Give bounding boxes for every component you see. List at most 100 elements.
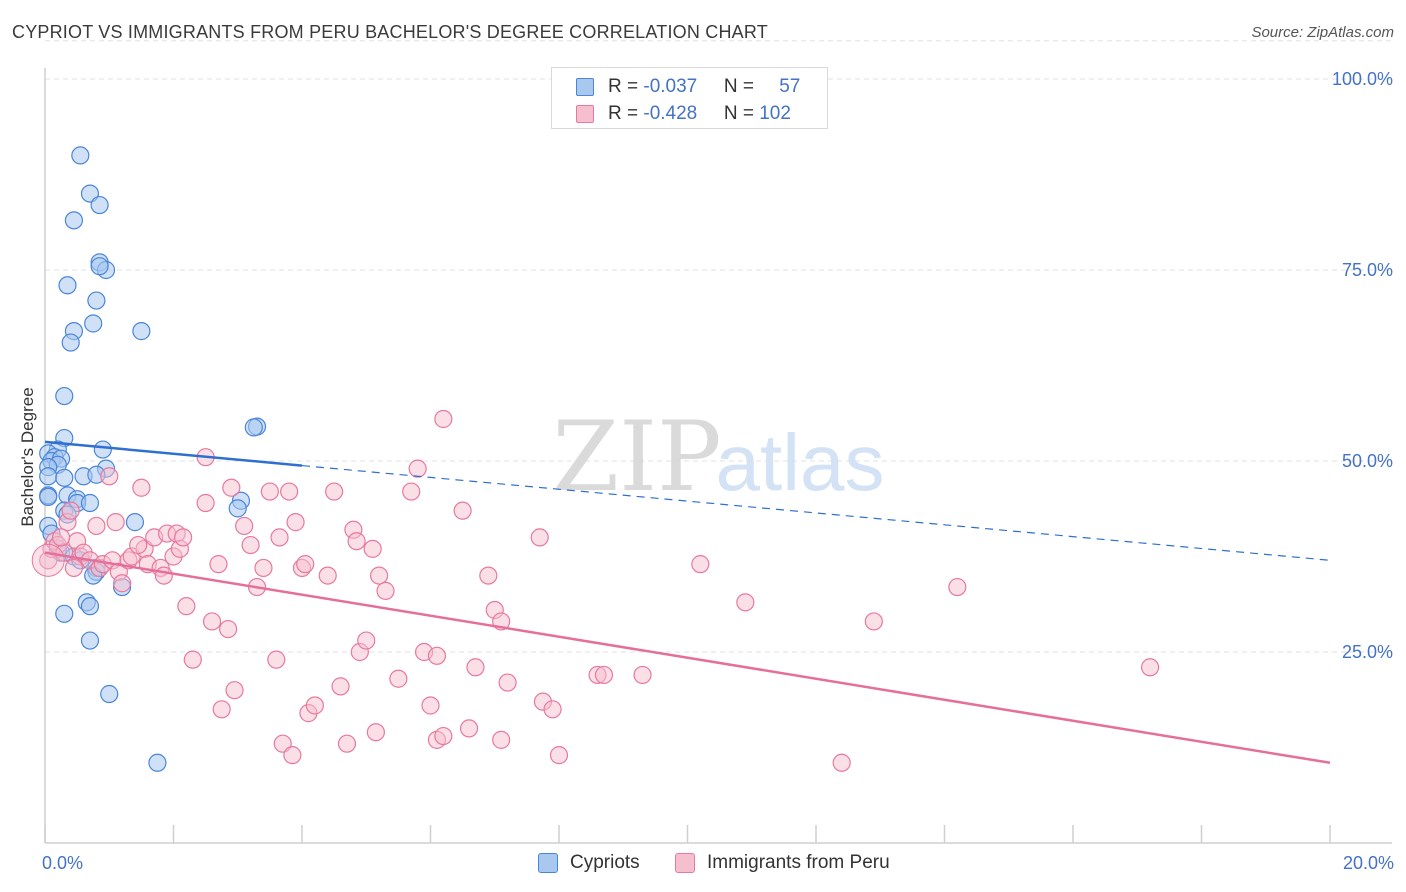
peru-point [363,539,382,558]
cypriots-point [39,487,58,507]
y-tick-label: 25.0% [1342,642,1393,662]
legend-n-value: 57 [779,76,801,97]
watermark-zip: ZIP [552,401,721,513]
chart-title: CYPRIOT VS IMMIGRANTS FROM PERU BACHELOR… [12,22,768,42]
watermark: ZIP atlas [552,401,884,513]
watermark-atlas: atlas [716,418,885,507]
cypriots-point [84,314,103,333]
cypriots-point [80,493,100,513]
peru-point [235,516,254,536]
cypriots-point [148,753,167,772]
peru-point [196,493,215,513]
peru-point [492,730,511,749]
peru-point [543,700,562,719]
peru-point [453,501,472,520]
peru-point [549,746,569,765]
legend-swatch-cypriots [576,78,594,96]
peru-point [402,482,421,501]
legend-r-label: R = [608,103,644,124]
peru-point [254,558,273,578]
peru-point [283,746,302,765]
legend-r-value: -0.037 [643,76,698,97]
cypriots-point [55,604,74,623]
cypriots-point [55,386,74,406]
cypriots-trend-dashed [301,464,1331,561]
cypriots-point [244,418,263,437]
peru-point [459,719,479,738]
cypriots-point [228,499,247,518]
cypriots-point [87,291,106,310]
peru-point [948,577,967,597]
cypriots-point [90,257,109,276]
bottom-legend-swatch-cypriots [538,853,558,873]
peru-point [530,528,549,547]
grid-layer [45,40,1392,653]
correlation-legend: R = -0.037 N = 57 R = -0.428 N = 102 [551,67,828,129]
peru-point [212,700,231,719]
peru-point [318,566,337,585]
peru-point [421,696,440,715]
peru-point [376,581,395,600]
peru-point [225,681,244,700]
cypriots-point [80,597,100,616]
peru-trend-line [44,551,1331,765]
cypriots-point [61,333,80,352]
cypriots-point [80,631,100,650]
y-tick-label: 50.0% [1342,451,1393,471]
peru-point [347,532,366,551]
peru-point [209,555,228,574]
cypriots-point [93,440,112,459]
cypriots-point [71,146,90,165]
bottom-legend-swatch-peru [675,853,695,873]
cypriots-point [132,322,151,341]
x-tick-label: 20.0% [1343,853,1394,873]
peru-point [270,528,289,547]
peru-point [408,459,427,478]
bottom-legend-label-peru: Immigrants from Peru [707,852,890,873]
cypriots-point [125,513,145,532]
peru-point [691,555,710,574]
peru-point [106,513,125,532]
cypriots-trend-solid [44,440,303,467]
peru-point [366,723,385,742]
chart-source: Source: ZipAtlas.com [1251,24,1394,41]
peru-point [389,669,408,688]
cypriots-point [90,195,109,215]
peru-point [61,501,80,520]
cypriots-point [58,276,77,295]
peru-point [331,677,350,696]
peru-point [64,558,84,578]
y-tick-label: 100.0% [1332,69,1393,89]
peru-point-large [31,543,65,577]
x-tick-label: 0.0% [42,853,83,873]
legend-r-value: -0.428 [643,103,698,124]
peru-point [466,658,485,677]
cypriots-point [100,684,119,704]
peru-point [498,673,517,692]
cypriots-point [64,211,84,230]
peru-point [154,566,173,585]
peru-point [177,597,196,616]
peru-point [370,566,389,585]
peru-point [174,528,193,547]
peru-point [633,665,652,685]
legend-r-label: R = [608,76,644,97]
trend-layer [44,440,1331,765]
peru-point [241,535,260,555]
peru-point [100,467,119,486]
peru-point [286,513,305,532]
peru-point [832,753,851,772]
peru-point [202,612,222,631]
peru-point [305,696,324,715]
peru-point [87,516,106,536]
legend-n-label: N = [723,76,760,97]
peru-point [479,566,498,585]
legend-n-value: 102 [759,103,791,124]
peru-point [337,734,357,753]
legend-swatch-peru [576,105,594,123]
peru-point [280,482,299,501]
peru-point [1140,658,1160,677]
peru-point [129,535,148,555]
cypriots-point [39,467,58,486]
